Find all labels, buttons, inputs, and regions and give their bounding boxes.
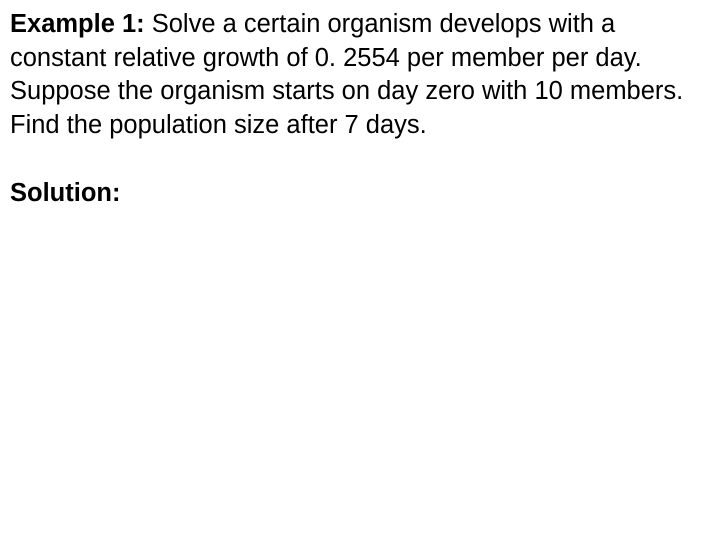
solution-label: Solution:: [10, 179, 120, 207]
example-block: Example 1: Solve a certain organism deve…: [10, 8, 710, 143]
solution-block: Solution:: [10, 177, 710, 211]
example-label: Example 1:: [10, 10, 145, 38]
